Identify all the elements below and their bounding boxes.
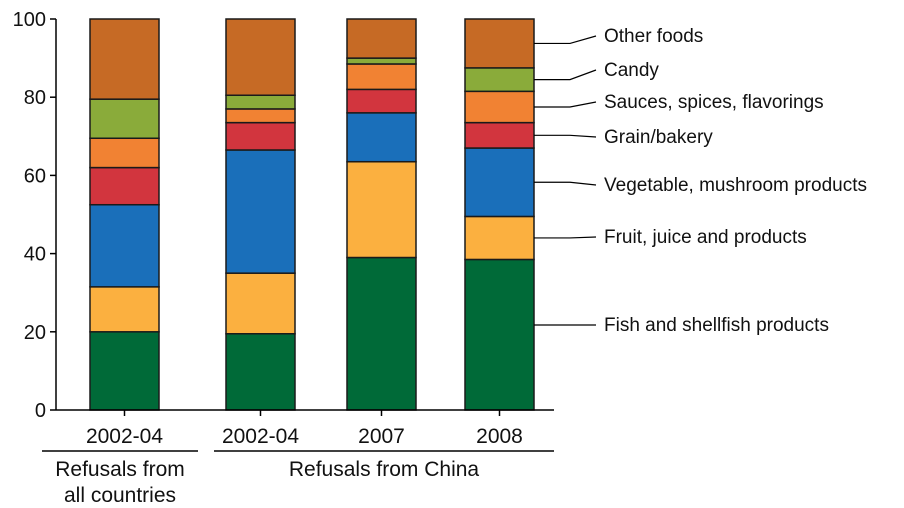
y-ticks-layer: 0 20 40 60 80 100: [13, 9, 56, 422]
bars-layer: [89, 18, 535, 411]
category-label: 2008: [476, 425, 523, 448]
legend-leader-line: [534, 35, 597, 45]
legend-leader-line: [534, 69, 597, 81]
legend-leader-line: [534, 134, 597, 138]
legend-label: Candy: [604, 60, 659, 81]
bar-segment: [89, 18, 160, 100]
bar-segment: [89, 137, 160, 169]
legend-label: Grain/bakery: [604, 127, 713, 148]
bar-segment: [225, 108, 296, 124]
legend-label: Sauces, spices, flavorings: [604, 92, 824, 113]
bar-segment: [89, 203, 160, 288]
bar-segment: [225, 94, 296, 110]
bar-segment: [346, 18, 417, 59]
y-tick-label: 40: [24, 244, 46, 266]
bar-segment: [464, 67, 535, 93]
y-tick-label: 60: [24, 165, 46, 187]
bar-segment: [225, 121, 296, 151]
legend-leader-line: [534, 101, 597, 108]
bar-segment: [225, 149, 296, 274]
y-tick-label: 20: [24, 322, 46, 344]
bar-segment: [464, 121, 535, 149]
group-label: Refusals from China: [289, 458, 480, 481]
bar-segment: [346, 57, 417, 65]
category-labels-layer: 2002-04 2002-04 2007 2008: [86, 410, 523, 448]
y-tick-label: 0: [35, 400, 46, 422]
bar-segment: [346, 112, 417, 163]
category-label: 2002-04: [222, 425, 299, 448]
y-tick-label: 80: [24, 87, 46, 109]
bar-segment: [464, 90, 535, 124]
bar-segment: [464, 258, 535, 411]
legend-label: Other foods: [604, 26, 703, 47]
bar-segment: [89, 286, 160, 333]
legend-label: Fish and shellfish products: [604, 315, 829, 336]
bar-segment: [225, 333, 296, 411]
bar-segment: [464, 18, 535, 69]
legend-leader-line: [534, 181, 597, 186]
group-label: all countries: [64, 484, 176, 507]
legend-layer: Fish and shellfish products Fruit, juice …: [534, 26, 867, 336]
bar-segment: [346, 160, 417, 259]
bar-segment: [225, 18, 296, 96]
y-tick-label: 100: [13, 9, 46, 31]
group-labels-layer: Refusals from all countries Refusals from …: [42, 450, 554, 507]
legend-leader-line: [534, 236, 597, 239]
group-label: Refusals from: [55, 458, 185, 481]
bar-segment: [89, 331, 160, 411]
bar-segment: [225, 272, 296, 335]
bar-segment: [464, 215, 535, 261]
legend-label: Vegetable, mushroom products: [604, 175, 867, 196]
category-label: 2002-04: [86, 425, 163, 448]
bar-segment: [346, 88, 417, 114]
legend-label: Fruit, juice and products: [604, 227, 807, 248]
category-label: 2007: [358, 425, 405, 448]
bar-segment: [89, 98, 160, 140]
axes-layer: [55, 19, 554, 411]
bar-segment: [89, 166, 160, 206]
bar-segment: [346, 63, 417, 91]
bar-segment: [464, 147, 535, 218]
bar-segment: [346, 256, 417, 411]
